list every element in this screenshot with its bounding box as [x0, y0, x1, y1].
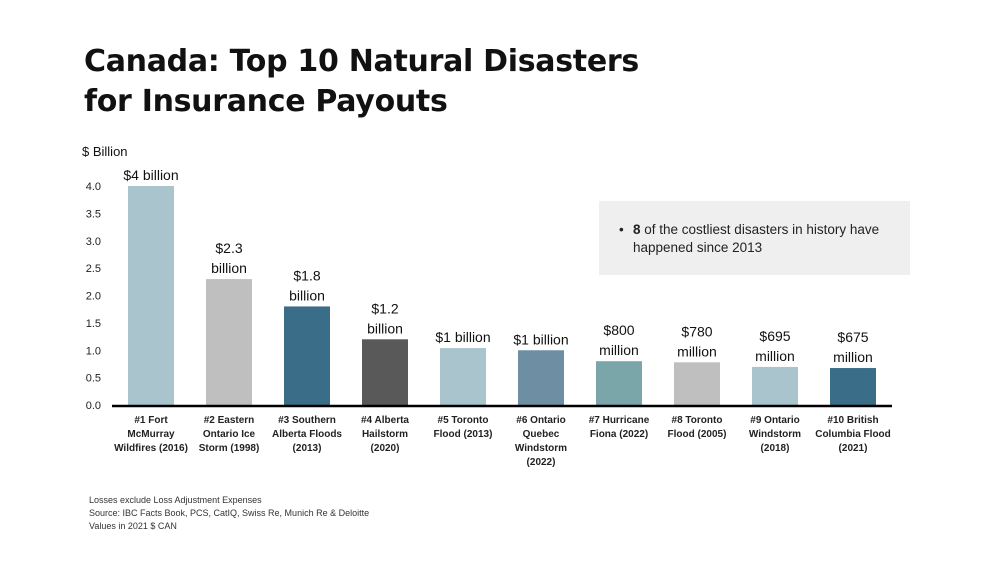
category-label: #3 Southern — [278, 415, 336, 426]
data-label: million — [755, 348, 795, 364]
category-label: Storm (1998) — [199, 443, 260, 454]
bar — [284, 306, 330, 405]
category-label: McMurray — [127, 429, 175, 440]
data-label: $1 billion — [435, 329, 490, 345]
category-label: Windstorm — [515, 443, 567, 454]
y-tick-label: 3.5 — [86, 208, 101, 220]
category-label: #10 British — [827, 415, 878, 426]
bar — [128, 186, 174, 405]
data-label: million — [833, 349, 873, 365]
y-tick-label: 2.0 — [86, 291, 101, 303]
category-label: Windstorm — [749, 429, 801, 440]
data-label: $800 — [603, 322, 634, 338]
callout-bold: 8 — [633, 222, 641, 237]
data-label: $675 — [837, 329, 868, 345]
category-label: (2020) — [371, 443, 400, 454]
y-tick-label: 4.0 — [86, 181, 101, 193]
y-tick-label: 2.5 — [86, 263, 101, 275]
bullet-icon: • — [619, 222, 624, 237]
y-tick-label: 1.5 — [86, 318, 101, 330]
callout-text: 8 of the costliest disasters in history … — [633, 221, 896, 257]
category-label: Alberta Floods — [272, 429, 342, 440]
category-label: #8 Toronto — [672, 415, 723, 426]
category-label: Columbia Flood — [815, 429, 891, 440]
data-label: million — [677, 343, 717, 359]
data-label: $2.3 — [215, 240, 242, 256]
data-label: billion — [289, 287, 325, 303]
bar — [674, 362, 720, 405]
category-label: Quebec — [523, 429, 560, 440]
data-label: million — [599, 342, 639, 358]
y-tick-label: 1.0 — [86, 345, 101, 357]
title-line-2: for Insurance Payouts — [84, 84, 448, 119]
bar — [206, 279, 252, 405]
category-label: Flood (2005) — [668, 429, 727, 440]
footnotes: Losses exclude Loss Adjustment Expenses … — [89, 494, 369, 533]
bar — [752, 366, 798, 405]
category-label: (2022) — [527, 457, 556, 468]
category-label: (2013) — [293, 443, 322, 454]
y-tick-label: 0.5 — [86, 373, 101, 385]
category-label: #5 Toronto — [438, 415, 489, 426]
title-line-1: Canada: Top 10 Natural Disasters — [84, 44, 639, 79]
callout-box: • 8 of the costliest disasters in histor… — [599, 201, 910, 275]
category-label: #1 Fort — [134, 415, 168, 426]
data-label: $1 billion — [513, 331, 568, 347]
bar — [440, 348, 486, 405]
bar — [362, 339, 408, 405]
data-label: $4 billion — [123, 167, 178, 183]
page-title: Canada: Top 10 Natural Disasters for Ins… — [84, 42, 784, 122]
y-axis-label: $ Billion — [82, 144, 128, 159]
category-label: Ontario Ice — [203, 429, 256, 440]
footnote-2: Source: IBC Facts Book, PCS, CatIQ, Swis… — [89, 508, 370, 518]
bar — [596, 361, 642, 405]
data-label: $780 — [681, 323, 712, 339]
y-tick-label: 3.0 — [86, 236, 101, 248]
bar — [830, 368, 876, 405]
y-tick-label: 0.0 — [86, 400, 101, 412]
category-label: #9 Ontario — [750, 415, 799, 426]
footnote-3: Values in 2021 $ CAN — [89, 521, 177, 531]
category-label: Fiona (2022) — [590, 429, 648, 440]
bar — [518, 350, 564, 405]
category-label: Hailstorm — [362, 429, 408, 440]
data-label: $1.8 — [293, 267, 320, 283]
callout-rest: of the costliest disasters in history ha… — [633, 222, 880, 255]
data-label: billion — [367, 320, 403, 336]
category-label: Flood (2013) — [434, 429, 493, 440]
category-label: (2018) — [761, 443, 790, 454]
category-label: (2021) — [839, 443, 868, 454]
category-label: #7 Hurricane — [589, 415, 650, 426]
category-label: #2 Eastern — [204, 415, 255, 426]
category-label: #4 Alberta — [361, 415, 409, 426]
footnote-1: Losses exclude Loss Adjustment Expenses — [89, 495, 262, 505]
category-label: #6 Ontario — [516, 415, 565, 426]
data-label: $695 — [759, 328, 790, 344]
data-label: $1.2 — [371, 300, 398, 316]
category-label: Wildfires (2016) — [114, 443, 188, 454]
data-label: billion — [211, 260, 247, 276]
